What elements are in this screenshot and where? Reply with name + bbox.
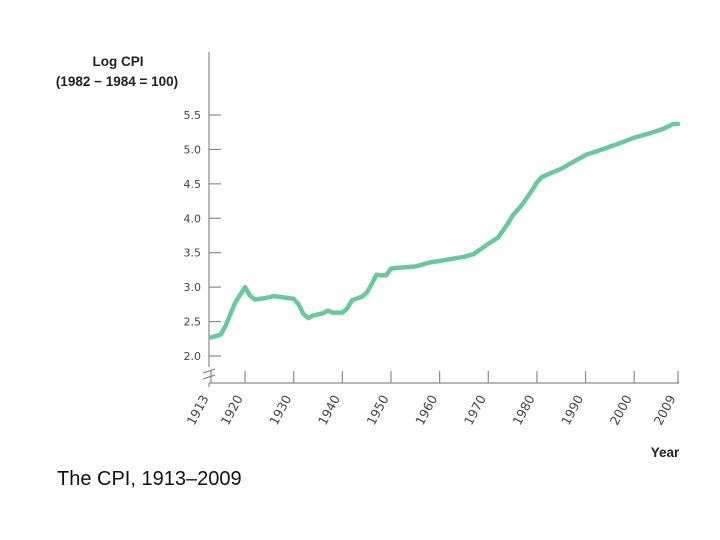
y-tick-label: 5.0 — [184, 143, 202, 156]
axis-break-mark — [202, 368, 216, 374]
chart-caption: The CPI, 1913–2009 — [57, 468, 242, 490]
x-tick-label: 1950 — [363, 392, 391, 427]
axis-break-mark — [202, 374, 216, 380]
cpi-series-line — [208, 121, 681, 340]
y-tick-label: 4.5 — [184, 178, 202, 191]
y-tick-label: 2.5 — [184, 316, 202, 329]
x-tick-label: 2009 — [650, 392, 678, 427]
series-layer — [208, 121, 681, 340]
x-tick-label: 1940 — [315, 392, 343, 427]
y-tick-label: 3.5 — [184, 247, 202, 260]
x-axis-title: Year — [651, 445, 680, 460]
x-tick-label: 1970 — [461, 392, 489, 427]
y-tick-label: 3.0 — [184, 281, 202, 294]
x-tick-label: 1980 — [509, 392, 537, 427]
x-tick-label: 1920 — [218, 392, 246, 427]
y-tick-label: 5.5 — [184, 109, 202, 122]
x-tick-label: 1930 — [266, 392, 294, 427]
x-axis: 1913 1920 1930 1940 1950 1960 1970 1980 1990 2000… — [183, 371, 679, 427]
y-axis-title: Log CPI (1982 − 1984 = 100) — [56, 54, 178, 89]
x-tick-label: 1990 — [558, 392, 586, 427]
x-tick-label: 1960 — [412, 392, 440, 427]
x-tick-label: 2000 — [607, 392, 635, 427]
y-tick-label: 2.0 — [184, 350, 202, 363]
y-axis-title-line2: (1982 − 1984 = 100) — [56, 74, 178, 89]
y-axis-title-line1: Log CPI — [93, 54, 144, 69]
y-tick-label: 4.0 — [184, 212, 202, 225]
y-axis: 2.0 2.5 3.0 3.5 4.0 4.5 5.0 5.5 — [184, 52, 221, 387]
x-tick-label: 1913 — [183, 392, 211, 427]
